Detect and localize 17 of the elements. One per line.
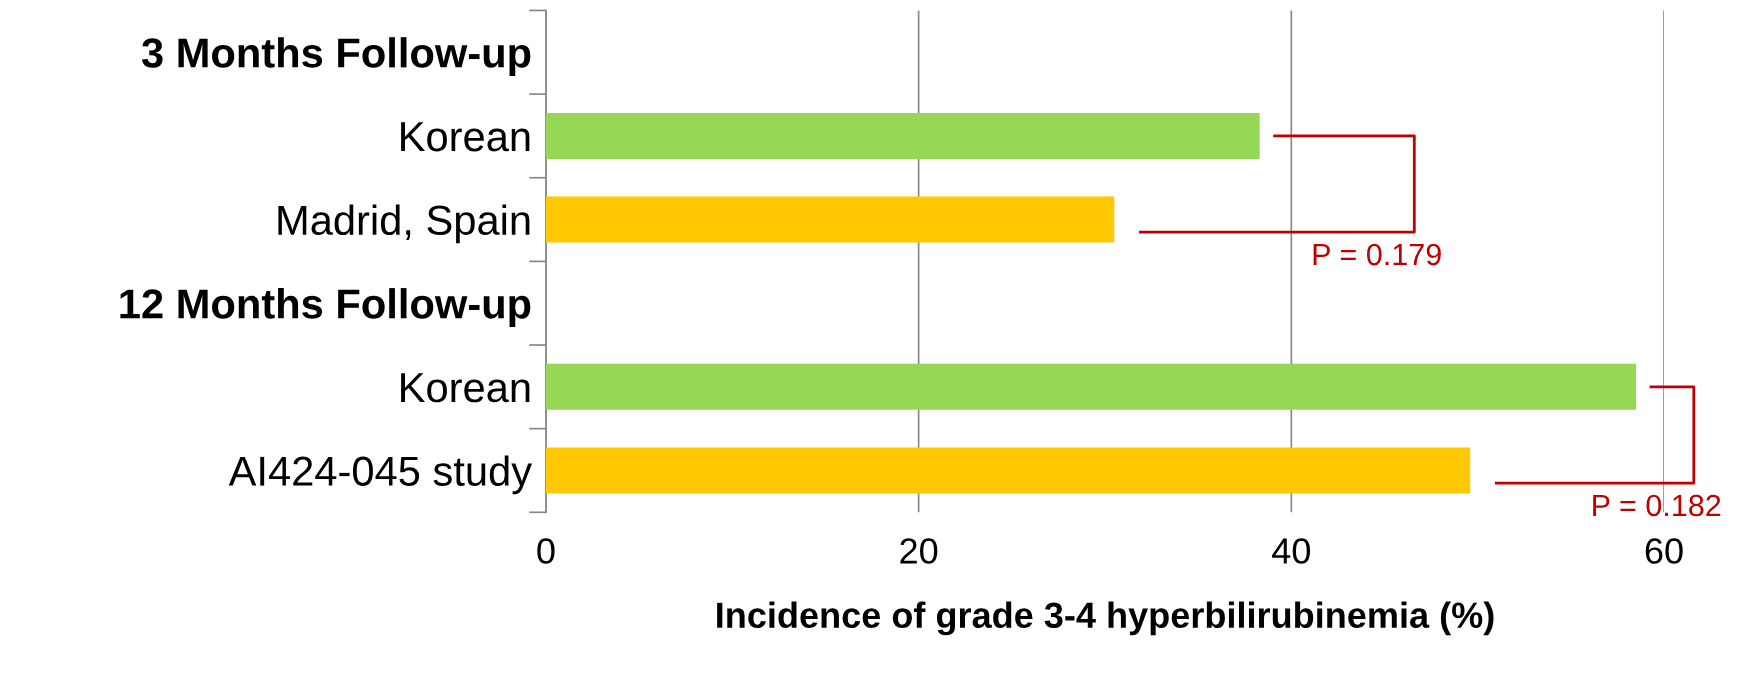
- bar: [545, 447, 1471, 494]
- bar: [545, 363, 1637, 410]
- bar: [545, 112, 1260, 159]
- annotation: P = 0.182: [1593, 494, 1721, 517]
- bar: [545, 196, 1115, 243]
- y-tick-label: Korean: [401, 122, 530, 152]
- y-tick-label: Korean: [401, 373, 530, 403]
- x-tick-label: 0: [537, 538, 555, 564]
- y-tick-label: 12 Months Follow-up: [120, 288, 531, 327]
- x-tick-label: 60: [1645, 538, 1683, 564]
- x-axis-title: Incidence of grade 3-4 hyperbilirubinemia (%): [717, 601, 1494, 636]
- annotation: P = 0.179: [1313, 243, 1441, 266]
- x-tick-label: 40: [1272, 538, 1310, 564]
- y-tick-label: Madrid, Spain: [278, 204, 530, 244]
- x-tick-label: 20: [900, 538, 938, 564]
- y-tick-label: 3 Months Follow-up: [141, 37, 531, 77]
- y-tick-label: AI424-045 study: [228, 455, 532, 495]
